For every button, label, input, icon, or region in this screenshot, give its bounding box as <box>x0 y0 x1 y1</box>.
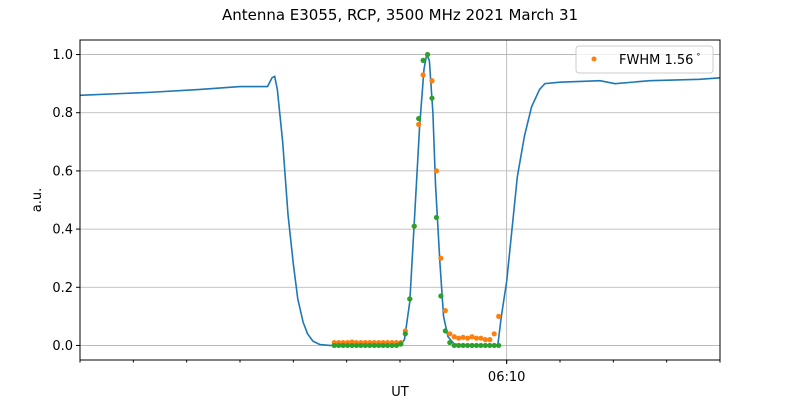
orange-data-point <box>433 168 440 174</box>
y-tick-label: 0.8 <box>52 106 73 121</box>
orange-data-point <box>447 331 453 337</box>
orange-data-point <box>456 335 462 341</box>
green-data-point <box>429 95 435 101</box>
green-data-point <box>447 339 453 346</box>
series-line <box>79 51 721 347</box>
green-data-point <box>402 331 408 337</box>
green-data-point <box>389 342 395 349</box>
green-data-point <box>420 57 426 63</box>
green-data-point <box>407 296 413 302</box>
green-data-point <box>473 342 480 349</box>
green-data-point <box>411 223 417 229</box>
green-data-point <box>482 342 488 349</box>
green-data-point <box>349 342 355 349</box>
green-data-point <box>340 342 346 349</box>
green-data-point <box>460 342 466 349</box>
orange-data-point <box>496 313 502 319</box>
chart-title: Antenna E3055, RCP, 3500 MHz 2021 March … <box>222 6 578 24</box>
green-data-point <box>367 342 373 349</box>
orange-data-point <box>464 335 471 341</box>
green-data-point <box>380 342 386 349</box>
green-data-point <box>398 341 404 347</box>
green-data-point <box>424 51 431 58</box>
orange-data-point <box>460 334 466 340</box>
green-data-point <box>336 342 342 349</box>
green-data-point <box>331 342 337 349</box>
y-tick-label: 0.4 <box>52 223 73 238</box>
green-data-point <box>487 342 493 349</box>
green-data-point <box>478 342 484 349</box>
y-tick-label: 0.6 <box>52 164 73 179</box>
orange-data-point <box>469 334 475 340</box>
green-data-point <box>371 342 377 349</box>
orange-data-point <box>420 72 426 78</box>
orange-data-point <box>438 255 444 261</box>
green-data-point <box>416 115 422 122</box>
green-data-point <box>491 342 497 349</box>
green-data-point <box>469 342 475 349</box>
green-data-point <box>384 342 391 349</box>
y-tick-label: 0.2 <box>52 281 73 296</box>
orange-data-point <box>478 335 484 341</box>
green-data-point <box>456 342 462 349</box>
orange-data-point <box>429 78 435 84</box>
green-data-point <box>464 342 471 349</box>
orange-data-point <box>416 121 422 127</box>
green-data-point <box>376 342 382 349</box>
green-data-point <box>496 342 502 349</box>
orange-data-point <box>482 337 488 343</box>
y-tick-label: 0.0 <box>52 339 73 354</box>
plot-frame <box>79 39 721 361</box>
green-data-point <box>442 328 448 334</box>
legend: FWHM 1.56 ° <box>575 45 714 74</box>
green-data-point <box>433 214 440 221</box>
y-tick-label: 1.0 <box>52 48 73 63</box>
legend-marker-orange <box>591 56 597 62</box>
y-axis-label: a.u. <box>30 188 45 212</box>
x-tick-label: 06:10 <box>488 370 525 385</box>
legend-label: FWHM 1.56 ° <box>619 52 700 68</box>
green-data-point <box>362 342 368 349</box>
green-data-point <box>451 342 457 349</box>
orange-data-point <box>491 331 497 337</box>
green-data-point <box>344 342 351 349</box>
orange-data-point <box>487 337 493 343</box>
green-data-point <box>353 342 360 349</box>
green-data-point <box>393 342 400 349</box>
x-axis-label: UT <box>391 385 409 400</box>
legend-box <box>575 45 714 74</box>
orange-data-point <box>473 335 480 341</box>
orange-data-point <box>442 307 448 314</box>
orange-data-point <box>451 334 457 340</box>
green-data-point <box>438 293 444 299</box>
green-data-point <box>358 342 364 349</box>
